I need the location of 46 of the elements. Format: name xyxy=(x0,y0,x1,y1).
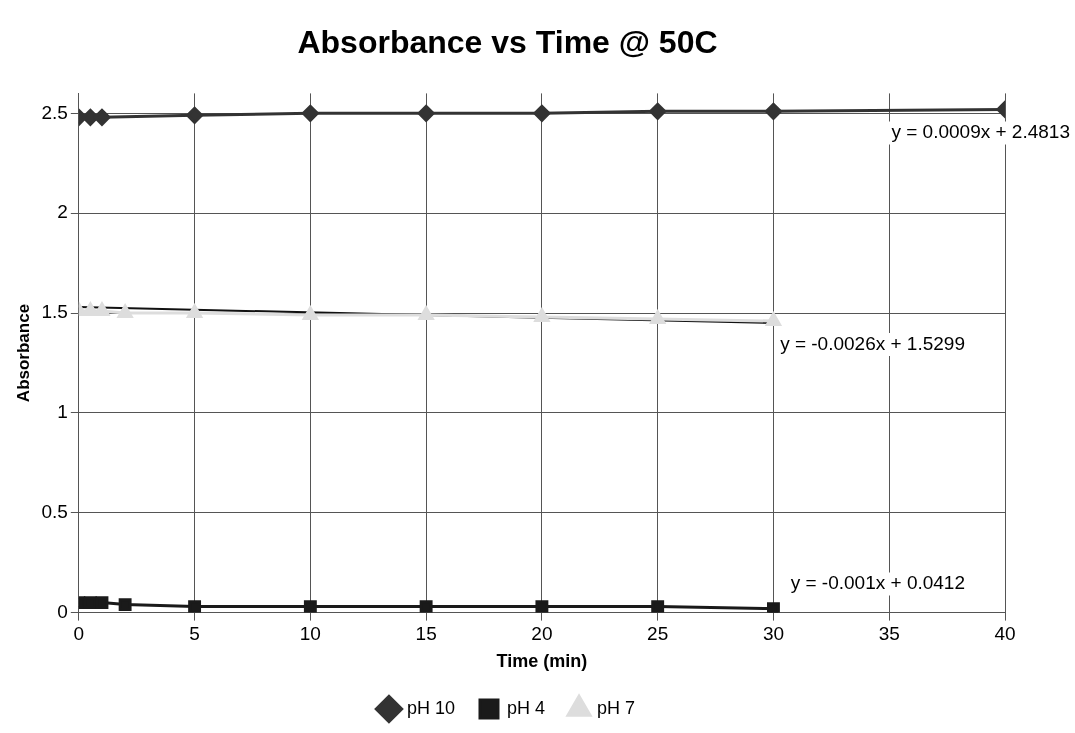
chart-title: Absorbance vs Time @ 50C xyxy=(297,24,718,61)
y-tick-label: 0.5 xyxy=(41,500,68,522)
point xyxy=(417,104,435,122)
point xyxy=(534,308,550,323)
y-tick-label: 1 xyxy=(57,401,68,423)
x-tick-label: 35 xyxy=(878,623,900,645)
x-tick-label: 25 xyxy=(647,623,669,645)
point xyxy=(533,104,551,122)
point xyxy=(188,600,202,613)
x-tick-label: 20 xyxy=(531,623,553,645)
x-tick-label: 15 xyxy=(415,623,437,645)
point xyxy=(83,596,97,610)
point xyxy=(650,310,666,325)
point xyxy=(767,602,780,613)
point xyxy=(95,596,109,610)
y-tick-label: 2 xyxy=(57,201,68,223)
point xyxy=(535,600,549,613)
point xyxy=(765,312,782,327)
point xyxy=(118,598,132,612)
x-tick-label: 0 xyxy=(73,623,85,645)
annotation: y = 0.0009x + 2.4813 xyxy=(891,121,1070,143)
x-tick-label: 10 xyxy=(299,623,321,645)
x-tick-label: 30 xyxy=(762,623,785,645)
x-axis-title: Time (min) xyxy=(496,651,588,672)
y-tick-label: 1.5 xyxy=(41,301,68,323)
legend-label: pH 10 xyxy=(406,697,456,718)
point xyxy=(418,306,434,321)
point xyxy=(419,600,433,613)
point xyxy=(301,104,319,122)
y-axis-title: Absorbance xyxy=(13,303,33,403)
point xyxy=(187,304,203,319)
legend-label: pH 7 xyxy=(597,697,636,718)
annotation: y = -0.001x + 0.0412 xyxy=(790,572,965,594)
point xyxy=(302,306,318,321)
point xyxy=(651,600,665,613)
legend-label: pH 4 xyxy=(506,697,546,718)
point xyxy=(764,102,782,120)
y-tick-label: 2.5 xyxy=(41,101,68,123)
x-tick-label: 40 xyxy=(994,623,1016,645)
point xyxy=(186,106,204,124)
x-tick-label: 5 xyxy=(189,623,200,645)
point xyxy=(303,600,317,613)
point xyxy=(649,102,667,120)
y-tick-label: 0 xyxy=(57,600,68,622)
annotation: y = -0.0026x + 1.5299 xyxy=(780,332,965,354)
point xyxy=(117,304,133,319)
